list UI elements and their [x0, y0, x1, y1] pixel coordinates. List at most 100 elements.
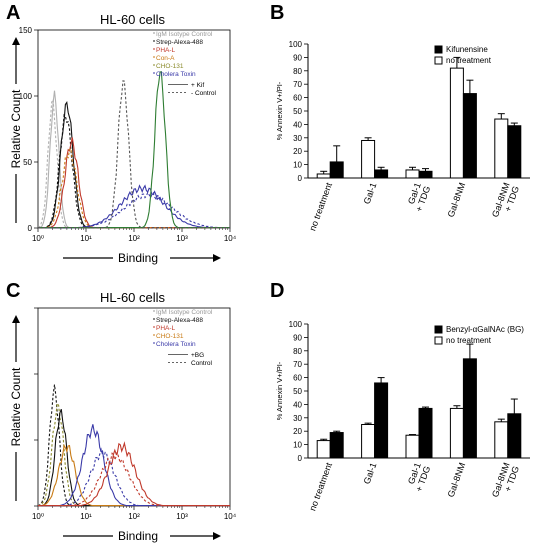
histogram-series [38, 80, 230, 229]
bar [316, 173, 331, 179]
legend-label: CHO-131 [156, 63, 184, 70]
y-tick-label: 20 [293, 427, 302, 436]
y-tick-label: 30 [293, 414, 302, 423]
histogram-chart: 10⁰ 10¹ 10² 10³ 10⁴ 0 50 100 150 Binding Relative … [9, 26, 237, 265]
category-label: Gal-8NM [446, 181, 468, 218]
histogram-series [38, 137, 230, 229]
y-tick-label: 0 [298, 174, 303, 183]
legend-label: no treatment [446, 336, 492, 345]
bar [361, 424, 376, 459]
category-label-line: Gal-8NM [446, 461, 468, 498]
legend-label: IgM Isotype Control [156, 31, 213, 38]
y-tick-label: 90 [293, 333, 302, 342]
histogram-series [38, 101, 230, 229]
legend-label: Benzyl-αGalNAc (BG) [446, 325, 524, 334]
legend-swatch [434, 336, 443, 345]
bar [462, 93, 477, 179]
panel-b: B 0 10 20 30 40 50 60 70 80 90 100 % Annexin V+/PI-… [270, 0, 550, 270]
y-axis-arrowhead [12, 37, 20, 45]
legend-label: + Kif [191, 82, 204, 89]
category-label: Gal-8NM+ TDG [490, 461, 521, 502]
y-tick-label: 100 [19, 92, 33, 101]
legend-label: +BG [191, 352, 204, 359]
bar [374, 382, 389, 459]
y-tick-label: 10 [293, 161, 302, 170]
legend-label: Con-A [156, 55, 175, 62]
bar [418, 407, 433, 459]
x-tick-label: 10⁰ [32, 512, 44, 521]
panel-title: HL-60 cells [100, 290, 166, 305]
legend-label: Cholera Toxin [156, 341, 196, 348]
x-tick-label: 10³ [176, 234, 188, 243]
bar-chart: 0 10 20 30 40 50 60 70 80 90 100 % Annexin V+/PI-no… [275, 40, 530, 232]
y-axis-label: % Annexin V+/PI- [275, 361, 284, 420]
x-tick-label: 10⁴ [224, 512, 237, 521]
panel-d: D 0 10 20 30 40 50 60 70 80 90 100 % Annexin V+/PI-… [270, 278, 550, 553]
histogram-series [38, 147, 230, 229]
legend-label: Control [191, 360, 213, 367]
legend-label: Cholera Toxin [156, 71, 196, 78]
legend-swatch [434, 45, 443, 54]
y-axis-label: Relative Count [9, 367, 23, 446]
histogram-series [38, 450, 230, 507]
histogram-chart: 10⁰ 10¹ 10² 10³ 10⁴ Binding Relative Count IgM … [9, 307, 237, 543]
bar [449, 407, 464, 459]
x-tick-label: 10² [128, 234, 140, 243]
x-axis-arrowhead [213, 254, 221, 262]
bar-chart: 0 10 20 30 40 50 60 70 80 90 100 % Annexin V+/PI-no… [275, 320, 530, 512]
y-tick-label: 40 [293, 120, 302, 129]
legend-swatch [434, 56, 443, 65]
bar [507, 413, 522, 459]
bar [405, 169, 420, 179]
legend-label: no treatment [446, 56, 492, 65]
y-tick-label: 150 [19, 26, 33, 35]
y-axis-label: % Annexin V+/PI- [275, 81, 284, 140]
y-tick-label: 60 [293, 94, 302, 103]
category-label-line: Gal-8NM [446, 181, 468, 218]
y-tick-label: 100 [289, 320, 303, 329]
legend-label: Strep-Alexa-488 [156, 39, 203, 46]
category-label: Gal-8NM [446, 461, 468, 498]
bar [462, 358, 477, 459]
category-label: Gal-1 [362, 461, 379, 485]
y-tick-label: 30 [293, 134, 302, 143]
x-axis-arrowhead [213, 532, 221, 540]
panel-letter: A [6, 2, 21, 24]
y-tick-label: 100 [289, 40, 303, 49]
y-tick-label: 0 [28, 224, 33, 233]
category-label: Gal-8NM+ TDG [490, 181, 521, 222]
plot-frame [37, 29, 231, 229]
panel-letter: B [270, 2, 285, 24]
x-axis-label: Binding [118, 251, 158, 265]
x-tick-label: 10⁴ [224, 234, 237, 243]
y-tick-label: 60 [293, 374, 302, 383]
y-tick-label: 70 [293, 80, 302, 89]
x-tick-label: 10² [128, 512, 140, 521]
bar [494, 421, 509, 459]
x-tick-label: 10¹ [80, 512, 92, 521]
bar [405, 434, 420, 459]
y-tick-label: 50 [23, 158, 32, 167]
y-tick-label: 90 [293, 53, 302, 62]
y-tick-label: 80 [293, 347, 302, 356]
legend-label: PHA-L [156, 47, 176, 54]
y-tick-label: 20 [293, 147, 302, 156]
panel-a: A HL-60 cells 10⁰ 10¹ 10² 10³ 10⁴ 0 50 100 150 Bi… [0, 0, 270, 270]
category-label: no treatment [307, 461, 334, 512]
category-label-line: Gal-1 [362, 181, 379, 205]
bar [316, 440, 331, 459]
panel-title: HL-60 cells [100, 12, 166, 27]
legend-label: Strep-Alexa-488 [156, 317, 203, 324]
category-label: Gal-1+ TDG [404, 181, 432, 213]
y-tick-label: 0 [298, 454, 303, 463]
y-tick-label: 50 [293, 107, 302, 116]
legend-label: Kifunensine [446, 45, 488, 54]
bar [329, 432, 344, 459]
bar [418, 170, 433, 179]
bar [374, 169, 389, 179]
bar [361, 139, 376, 179]
bar [449, 67, 464, 179]
legend-swatch [434, 325, 443, 334]
category-label-line: Gal-1 [362, 461, 379, 485]
histogram-series [38, 409, 230, 507]
